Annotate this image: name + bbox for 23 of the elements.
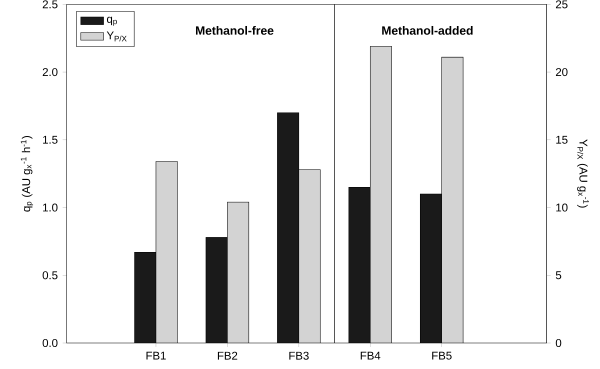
x-tick-label: FB4 (360, 352, 380, 360)
x-tick-label: FB2 (218, 352, 238, 360)
y-tick-label: 2.0 (42, 68, 58, 76)
y-tick-label: 1.5 (43, 136, 58, 144)
x-tick-label: FB5 (432, 352, 452, 360)
y2-tick-label: 20 (556, 68, 568, 76)
y2-axis-title: Y$_{P/X}$ (AU g$_{x}$$^{-1}$) (577, 139, 589, 208)
y2-tick-label: 10 (556, 204, 568, 212)
y-tick-label: 0.5 (42, 271, 58, 280)
legend-label: q$_{p}$ (106, 16, 117, 26)
annotation: Methanol-free (196, 26, 274, 35)
y-tick-label: 1.0 (43, 204, 58, 212)
y2-tick-label: 25 (556, 0, 568, 8)
y2-tick-label: 0 (556, 338, 562, 348)
annotation: Methanol-added (382, 26, 473, 35)
x-tick-label: FB3 (289, 352, 309, 360)
y-tick-label: 2.5 (42, 0, 58, 8)
y2-tick-label: 15 (556, 136, 568, 144)
y-tick-label: 0.0 (42, 338, 58, 348)
y2-tick-label: 5 (556, 271, 562, 280)
x-tick-label: FB1 (146, 352, 166, 360)
y-axis-title: q$_{p}$ (AU g$_{x}$$^{-1}$ h$^{-1}$) (20, 136, 34, 212)
legend-label: Y$_{P/X}$ (106, 31, 127, 42)
